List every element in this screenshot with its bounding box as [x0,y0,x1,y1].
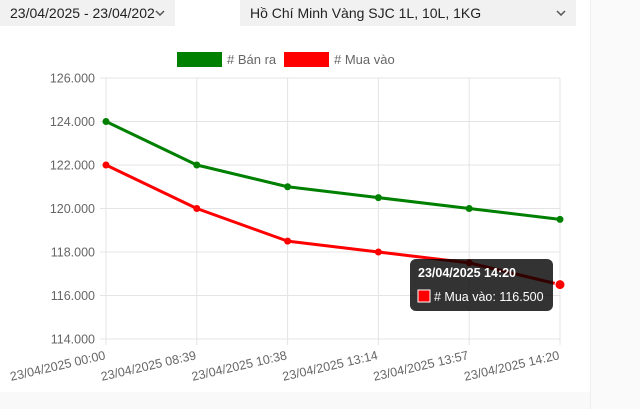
data-point [374,248,382,256]
product-value: Hồ Chí Minh Vàng SJC 1L, 10L, 1KG [250,5,482,21]
y-tick-label: 122.000 [50,159,95,173]
price-line-chart: # Bán ra # Mua vào 114.000116.000118.0001… [9,52,566,384]
series-line [105,120,561,221]
data-point [284,183,292,191]
x-tick-label: 23/04/2025 13:14 [281,348,379,384]
data-point [193,161,201,169]
data-point [374,194,382,202]
legend-label: # Mua vào [334,52,395,67]
tooltip-swatch [417,289,431,303]
y-axis-ticks: 114.000 116.000 118.000 120.000 122.000 124.0… [50,72,95,347]
right-scroll-area [590,0,640,409]
chart-tooltip: 23/04/2025 14:20 # Mua vào: 116.500 [410,259,566,311]
data-point [465,205,473,212]
data-point [556,215,564,223]
legend-label: # Bán ra [227,52,277,67]
y-tick-label: 114.000 [51,333,95,347]
x-tick-label: 23/04/2025 14:20 [463,348,561,384]
chart-grid [100,77,561,345]
tooltip-title: 23/04/2025 14:20 [418,266,516,280]
bottom-area [0,392,590,409]
data-point [102,161,110,169]
hover-point [554,279,566,291]
x-tick-label: 23/04/2025 13:57 [372,348,470,384]
y-tick-label: 116.000 [51,289,95,303]
chevron-down-icon [155,8,165,18]
data-point [102,118,110,125]
x-tick-label: 23/04/2025 00:00 [9,348,107,384]
chart-points [102,118,564,289]
y-tick-label: 118.000 [51,246,95,260]
x-tick-label: 23/04/2025 08:39 [99,348,197,384]
date-range-select[interactable]: 23/04/2025 - 23/04/2025 [0,0,175,26]
y-tick-label: 126.000 [50,72,95,86]
chart-legend: # Bán ra # Mua vào [177,52,395,67]
y-tick-label: 124.000 [50,115,95,129]
legend-swatch [284,52,329,67]
product-select[interactable]: Hồ Chí Minh Vàng SJC 1L, 10L, 1KG [240,0,576,26]
tooltip-box [410,259,553,311]
chevron-down-icon [556,8,566,18]
data-point [284,237,292,245]
tooltip-label: # Mua vào: 116.500 [434,290,544,304]
data-point [193,205,201,212]
y-tick-label: 120.000 [50,202,95,216]
filter-bar: 23/04/2025 - 23/04/2025 Hồ Chí Minh Vàng… [0,0,590,28]
date-range-value: 23/04/2025 - 23/04/2025 [10,5,155,21]
x-tick-label: 23/04/2025 10:38 [190,348,288,384]
legend-swatch [177,52,222,67]
